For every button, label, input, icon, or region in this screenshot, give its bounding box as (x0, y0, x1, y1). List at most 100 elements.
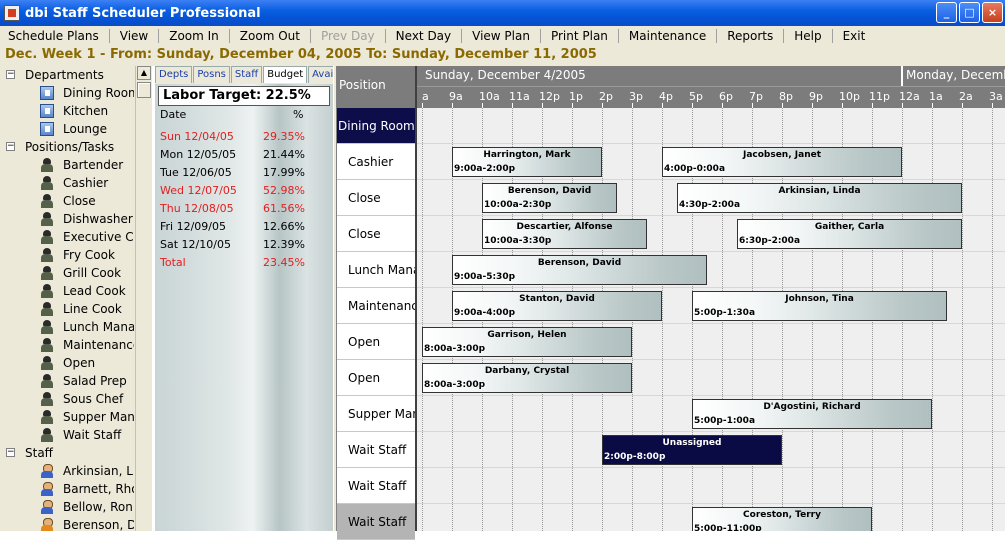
menu-view[interactable]: View (119, 29, 149, 43)
menu-separator (831, 29, 833, 43)
position-row-label[interactable]: Wait Staff (337, 468, 415, 504)
tree-item[interactable]: Arkinsian, Linda (40, 462, 134, 480)
shift-time: 10:00a-2:30p (484, 200, 552, 210)
tree-item[interactable]: Sous Chef (40, 390, 134, 408)
hour-tick (422, 103, 423, 108)
minimize-button[interactable]: _ (936, 2, 957, 23)
menu-schedule-plans[interactable]: Schedule Plans (8, 29, 99, 43)
menu-maintenance[interactable]: Maintenance (628, 29, 707, 43)
chef-icon (40, 338, 54, 352)
tab-depts[interactable]: Depts (155, 66, 193, 83)
tab-budget[interactable]: Budget (263, 66, 308, 83)
hour-label: 4p (659, 90, 673, 103)
scroll-up-icon[interactable]: ▲ (137, 66, 151, 80)
collapse-icon[interactable]: − (6, 447, 15, 457)
menu-help[interactable]: Help (794, 29, 822, 43)
shift-time: 8:00a-3:00p (424, 344, 486, 354)
tab-staff[interactable]: Staff (230, 66, 263, 83)
tree-item-label: Lunch Manager (63, 320, 134, 334)
shift-block[interactable]: Gaither, Carla 6:30p-2:00a (737, 219, 962, 249)
maximize-button[interactable]: □ (959, 2, 980, 23)
tree-scrollbar[interactable]: ▲ (135, 66, 152, 531)
tree-item-label: Arkinsian, Linda (63, 464, 134, 478)
shift-block[interactable]: Berenson, David 10:00a-2:30p (482, 183, 617, 213)
tree-group-positions[interactable]: − Positions/Tasks (6, 138, 136, 156)
chef-icon (40, 158, 54, 172)
shift-block[interactable]: D'Agostini, Richard 5:00p-1:00a (692, 399, 932, 429)
tab-posns[interactable]: Posns (193, 66, 230, 83)
tree-item[interactable]: Fry Cook (40, 246, 134, 264)
menu-view-plan[interactable]: View Plan (472, 29, 530, 43)
unassigned-shift[interactable]: Unassigned 2:00p-8:00p (602, 435, 782, 465)
department-icon (40, 104, 54, 118)
position-row-label[interactable]: Open (337, 360, 415, 396)
shift-block[interactable]: Garrison, Helen 8:00a-3:00p (422, 327, 632, 357)
tree-item[interactable]: Salad Prep (40, 372, 134, 390)
position-row-label[interactable]: Wait Staff (337, 432, 415, 468)
position-row-label[interactable]: Close (337, 216, 415, 252)
tree-item[interactable]: Executive Chef (40, 228, 134, 246)
menu-exit[interactable]: Exit (842, 29, 866, 43)
position-row-label[interactable]: Lunch Manager (337, 252, 415, 288)
percent-column-header: % (293, 108, 304, 121)
panel-splitter[interactable] (333, 66, 337, 531)
position-row-label[interactable]: Wait Staff (337, 504, 415, 540)
tree-item[interactable]: Lead Cook (40, 282, 134, 300)
tree-item[interactable]: Bellow, Ron (40, 498, 134, 516)
shift-time: 4:00p-0:00a (664, 164, 726, 174)
tree-item[interactable]: Maintenance (40, 336, 134, 354)
tree-item[interactable]: Lounge (40, 120, 134, 138)
hour-label: a (422, 90, 429, 103)
position-row-label[interactable]: Close (337, 180, 415, 216)
tree-item[interactable]: Barnett, Rhonda (40, 480, 134, 498)
menu-prev-day[interactable]: Prev Day (320, 29, 375, 43)
scroll-thumb[interactable] (137, 82, 151, 98)
hour-label: 11a (509, 90, 530, 103)
tree-group-departments[interactable]: − Departments (6, 66, 136, 84)
hour-label: 9a (449, 90, 463, 103)
tree-item[interactable]: Berenson, David (40, 516, 134, 531)
tree-item[interactable]: Supper Manager (40, 408, 134, 426)
tree-item[interactable]: Close (40, 192, 134, 210)
tree-item[interactable]: Wait Staff (40, 426, 134, 444)
menu-next-day[interactable]: Next Day (395, 29, 452, 43)
tree-item[interactable]: Bartender (40, 156, 134, 174)
menu-zoom-in[interactable]: Zoom In (169, 29, 219, 43)
shift-block[interactable]: Berenson, David 9:00a-5:30p (452, 255, 707, 285)
tree-item-label: Cashier (63, 176, 109, 190)
collapse-icon[interactable]: − (6, 141, 15, 151)
position-row-label[interactable]: Supper Manager (337, 396, 415, 432)
tree-item-label: Maintenance (63, 338, 134, 352)
shift-block[interactable]: Darbany, Crystal 8:00a-3:00p (422, 363, 632, 393)
tree-item[interactable]: Lunch Manager (40, 318, 134, 336)
shift-block[interactable]: Harrington, Mark 9:00a-2:00p (452, 147, 602, 177)
tree-item[interactable]: Line Cook (40, 300, 134, 318)
menu-zoom-out[interactable]: Zoom Out (239, 29, 300, 43)
position-row-label[interactable]: Cashier (337, 144, 415, 180)
position-row-label[interactable]: Maintenance (337, 288, 415, 324)
row-divider (417, 323, 1005, 324)
shift-block[interactable]: Johnson, Tina 5:00p-1:30a (692, 291, 947, 321)
collapse-icon[interactable]: − (6, 69, 15, 79)
shift-block[interactable]: Jacobsen, Janet 4:00p-0:00a (662, 147, 902, 177)
close-button[interactable]: × (982, 2, 1003, 23)
tree-item[interactable]: Cashier (40, 174, 134, 192)
hour-label: 9p (809, 90, 823, 103)
shift-block[interactable]: Arkinsian, Linda 4:30p-2:00a (677, 183, 962, 213)
department-row-label[interactable]: Dining Room (337, 108, 415, 144)
tree-item[interactable]: Kitchen (40, 102, 134, 120)
tree-item-label: Kitchen (63, 104, 109, 118)
tree-item-label: Lead Cook (63, 284, 126, 298)
shift-block[interactable]: Coreston, Terry 5:00p-11:00p (692, 507, 872, 531)
menu-print-plan[interactable]: Print Plan (550, 29, 608, 43)
tree-group-staff[interactable]: − Staff (6, 444, 136, 462)
tree-item[interactable]: Grill Cook (40, 264, 134, 282)
tree-item[interactable]: Dining Room (40, 84, 134, 102)
tree-item[interactable]: Dishwasher (40, 210, 134, 228)
menu-reports[interactable]: Reports (727, 29, 774, 43)
position-row-label[interactable]: Open (337, 324, 415, 360)
labor-target: Labor Target: 22.5% (158, 86, 330, 106)
shift-block[interactable]: Descartier, Alfonse 10:00a-3:30p (482, 219, 647, 249)
tree-item[interactable]: Open (40, 354, 134, 372)
shift-block[interactable]: Stanton, David 9:00a-4:00p (452, 291, 662, 321)
